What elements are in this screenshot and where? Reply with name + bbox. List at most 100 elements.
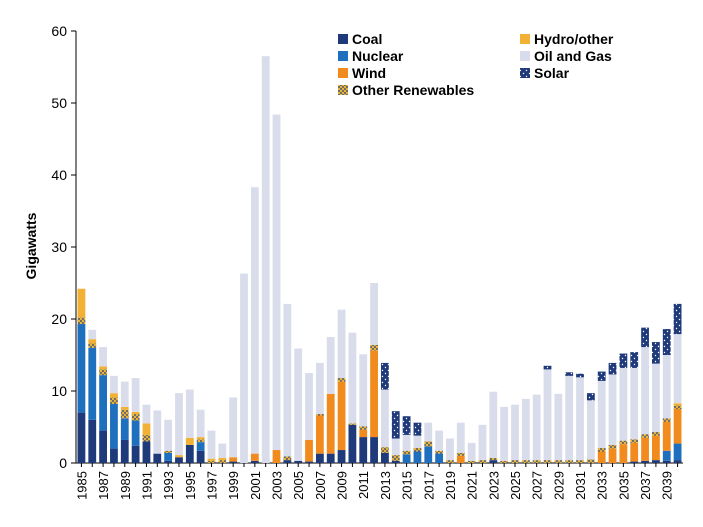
bar-other-renewables-2034 (608, 445, 617, 449)
bar-other-renewables-1996 (196, 439, 205, 443)
bar-other-renewables-2011 (359, 426, 368, 430)
bar-wind-2001 (250, 453, 259, 461)
legend-swatch-solar (520, 68, 530, 78)
x-tick-label: 2021 (465, 471, 480, 500)
bar-other-renewables-2018 (435, 450, 444, 454)
bar-nuclear-1985 (77, 324, 86, 413)
bar-other-renewables-2004 (283, 456, 292, 461)
bar-oil-and-gas-2037 (641, 347, 649, 435)
bar-other-renewables-2025 (511, 460, 519, 463)
x-tick-label: 2013 (378, 471, 393, 500)
bar-coal-2012 (370, 437, 378, 463)
bar-nuclear-1987 (99, 375, 107, 431)
bar-other-renewables-2031 (576, 460, 584, 463)
bar-oil-and-gas-2018 (435, 430, 444, 451)
bar-coal-1992 (153, 453, 162, 463)
bar-coal-1988 (110, 448, 118, 463)
y-axis-title: Gigawatts (23, 212, 39, 279)
bar-oil-and-gas-2034 (608, 374, 617, 445)
bar-oil-and-gas-1993 (164, 419, 173, 451)
bar-other-renewables-2038 (652, 432, 660, 436)
bar-wind-2039 (662, 421, 671, 451)
bar-solar-2039 (662, 329, 671, 355)
bar-coal-2006 (305, 461, 313, 463)
x-ticks: 1985 1987 1989 1991 1993 1995 1997 1999 2001 2003… (74, 463, 679, 500)
bar-wind-2037 (641, 437, 649, 461)
bar-other-renewables-1993 (164, 450, 173, 453)
bar-oil-and-gas-2020 (456, 422, 465, 453)
bar-solar-2033 (597, 371, 606, 381)
bar-nuclear-2015 (402, 454, 411, 463)
bar-other-renewables-1990 (131, 414, 140, 421)
legend-label-wind: Wind (352, 65, 386, 81)
bar-other-renewables-2020 (456, 452, 465, 456)
bar-coal-2001 (250, 460, 259, 463)
x-tick-label: 2005 (291, 471, 306, 500)
x-tick-label: 2011 (356, 471, 371, 499)
x-tick-label: 1991 (139, 471, 154, 500)
bar-oil-and-gas-1998 (218, 443, 227, 458)
bar-wind-2009 (337, 381, 346, 451)
bar-wind-2008 (326, 393, 335, 454)
bar-other-renewables-2023 (489, 457, 498, 461)
bar-coal-2005 (294, 460, 303, 463)
bar-coal-2014 (391, 460, 400, 463)
bar-other-renewables-2035 (619, 440, 628, 445)
bar-coal-2007 (315, 453, 324, 463)
legend-label-other-renewables: Other Renewables (352, 82, 474, 98)
bar-wind-2006 (305, 439, 313, 462)
y-tick-label: 30 (51, 239, 67, 255)
bar-oil-and-gas-2024 (500, 406, 509, 461)
bar-wind-2011 (359, 429, 368, 438)
bar-hydro-other-1991 (142, 423, 151, 435)
bar-oil-and-gas-2027 (532, 394, 541, 461)
x-tick-label: 2019 (443, 471, 458, 500)
bar-other-renewables-1998 (218, 460, 227, 463)
legend-swatch-hydro-other (520, 34, 530, 44)
legend-label-solar: Solar (534, 65, 570, 81)
y-tick-label: 10 (51, 383, 67, 399)
bar-wind-1999 (229, 457, 238, 462)
bar-other-renewables-2022 (478, 460, 487, 463)
legend-swatch-other-renewables (338, 85, 348, 95)
bar-solar-2013 (381, 362, 389, 390)
bar-wind-2033 (597, 451, 606, 463)
bar-hydro-other-1996 (196, 437, 205, 440)
bar-wind-2038 (652, 435, 660, 461)
bar-coal-2004 (283, 460, 292, 463)
bar-oil-and-gas-1989 (120, 381, 129, 407)
bar-oil-and-gas-1995 (185, 389, 194, 438)
bar-solar-2031 (576, 373, 584, 378)
bar-hydro-other-1987 (99, 366, 107, 370)
bar-other-renewables-2017 (424, 441, 433, 447)
legend: Coal Hydro/other Nuclear Oil and Gas Wind Sol… (338, 31, 614, 98)
bar-oil-and-gas-2023 (489, 391, 498, 458)
bar-other-renewables-2026 (521, 460, 530, 463)
bar-other-renewables-2039 (662, 418, 671, 422)
bar-other-renewables-2019 (446, 460, 454, 463)
bar-nuclear-1993 (164, 452, 173, 461)
bar-coal-2010 (348, 424, 357, 463)
bar-oil-and-gas-2039 (662, 355, 671, 419)
bar-coal-1987 (99, 430, 107, 463)
x-tick-label: 2007 (313, 471, 328, 500)
bar-other-renewables-2013 (381, 447, 389, 453)
bar-other-renewables-2033 (597, 447, 606, 452)
bar-coal-2013 (381, 452, 389, 463)
bar-other-renewables-2009 (337, 378, 346, 382)
legend-swatch-wind (338, 68, 348, 78)
bar-other-renewables-1991 (142, 434, 151, 442)
legend-label-coal: Coal (352, 31, 382, 47)
bar-other-renewables-1989 (120, 409, 129, 419)
legend-swatch-coal (338, 34, 348, 44)
bar-oil-and-gas-2010 (348, 332, 357, 424)
bar-other-renewables-2036 (630, 439, 639, 443)
bar-other-renewables-2028 (543, 460, 552, 463)
bar-oil-and-gas-2030 (565, 375, 574, 461)
bar-solar-2038 (652, 342, 660, 364)
legend-label-hydro-other: Hydro/other (534, 31, 614, 47)
bar-other-renewables-1997 (207, 460, 216, 463)
bar-oil-and-gas-2031 (576, 377, 584, 461)
x-tick-label: 1999 (226, 471, 241, 500)
